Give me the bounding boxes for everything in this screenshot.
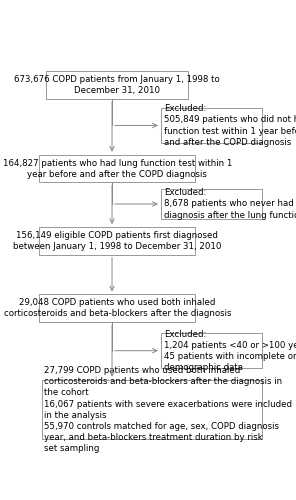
FancyBboxPatch shape — [161, 190, 262, 218]
FancyBboxPatch shape — [161, 334, 262, 368]
Text: 29,048 COPD patients who used both inhaled
corticosteroids and beta-blockers aft: 29,048 COPD patients who used both inhal… — [4, 298, 231, 318]
Text: Excluded:
1,204 patients <40 or >100 years of age
45 patients with incomplete or: Excluded: 1,204 patients <40 or >100 yea… — [164, 330, 296, 372]
Text: 156,149 eligible COPD patients first diagnosed
between January 1, 1998 to Decemb: 156,149 eligible COPD patients first dia… — [13, 231, 221, 251]
Text: 27,799 COPD patients who used both inhaled
corticosteroids and beta-blockers aft: 27,799 COPD patients who used both inhal… — [44, 366, 292, 453]
FancyBboxPatch shape — [39, 227, 195, 255]
FancyBboxPatch shape — [42, 380, 262, 440]
FancyBboxPatch shape — [46, 71, 189, 99]
Text: 164,827 patients who had lung function test within 1
year before and after the C: 164,827 patients who had lung function t… — [3, 158, 232, 178]
FancyBboxPatch shape — [161, 108, 262, 143]
FancyBboxPatch shape — [39, 294, 195, 322]
Text: 673,676 COPD patients from January 1, 1998 to
December 31, 2010: 673,676 COPD patients from January 1, 19… — [15, 75, 220, 95]
Text: Excluded:
505,849 patients who did not have lung
function test within 1 year bef: Excluded: 505,849 patients who did not h… — [164, 104, 296, 146]
FancyBboxPatch shape — [39, 154, 195, 182]
Text: Excluded:
8,678 patients who never had COPD
diagnosis after the lung function te: Excluded: 8,678 patients who never had C… — [164, 188, 296, 220]
